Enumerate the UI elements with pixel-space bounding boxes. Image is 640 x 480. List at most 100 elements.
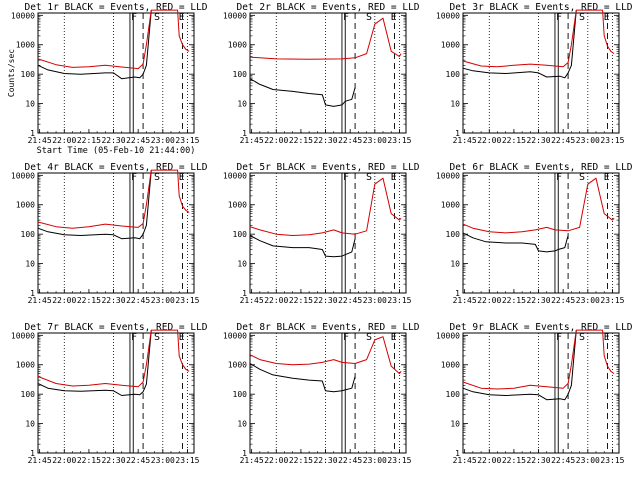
x-tick-label: 22:30 (101, 296, 125, 305)
x-tick-label: 22:45 (551, 296, 575, 305)
panel-title: Det 3r BLACK = Events, RED = LLD (449, 2, 632, 13)
x-tick-label: 22:15 (289, 136, 313, 145)
detector-panel: Det 3r BLACK = Events, RED = LLD 1 10 100 10… (436, 2, 633, 145)
x-tick-label: 21:45 (453, 456, 477, 465)
y-tick-label: 10 (237, 260, 247, 269)
y-tick-label: 100 (21, 70, 36, 79)
y-tick-label: 10 (25, 100, 35, 109)
x-tick-label: 23:15 (600, 296, 624, 305)
x-tick-label: 22:00 (477, 456, 501, 465)
y-tick-label: 100 (446, 230, 461, 239)
detector-panel: Det 4r BLACK = Events, RED = LLD 1 10 100 10… (11, 162, 208, 305)
y-tick-label: 100 (233, 70, 248, 79)
x-tick-label: 22:15 (289, 296, 313, 305)
lld-series-line (37, 329, 190, 388)
y-tick-label: 1000 (441, 361, 460, 370)
x-tick-label: 22:00 (52, 296, 76, 305)
panel-title: Det 7r BLACK = Events, RED = LLD (24, 322, 207, 333)
x-tick-label: 21:45 (240, 136, 264, 145)
x-tick-label: 22:15 (77, 296, 101, 305)
y-tick-label: 1 (30, 289, 35, 298)
y-tick-label: 10000 (11, 331, 35, 340)
plot-frame (249, 172, 407, 294)
y-tick-label: 10 (450, 260, 460, 269)
x-tick-label: 22:15 (289, 456, 313, 465)
panel-title: Det 4r BLACK = Events, RED = LLD (24, 162, 207, 173)
marker-label-e: E (391, 172, 397, 183)
plot-frame (37, 332, 195, 454)
x-tick-label: 23:00 (363, 456, 387, 465)
y-tick-label: 1 (455, 129, 460, 138)
x-tick-label: 21:45 (453, 136, 477, 145)
x-tick-label: 22:30 (526, 296, 550, 305)
x-tick-label: 22:30 (101, 456, 125, 465)
x-tick-label: 22:30 (313, 136, 337, 145)
detector-panel: Det 6r BLACK = Events, RED = LLD 1 10 100 10… (436, 162, 633, 305)
y-tick-label: 100 (446, 70, 461, 79)
x-tick-label: 23:15 (387, 456, 411, 465)
x-tick-label: 23:15 (175, 136, 199, 145)
x-tick-label: 22:15 (502, 136, 526, 145)
x-tick-label: 22:45 (126, 136, 150, 145)
panel-title: Det 8r BLACK = Events, RED = LLD (236, 322, 419, 333)
y-tick-label: 10000 (223, 331, 247, 340)
plot-frame (462, 12, 620, 134)
x-tick-label: 22:45 (338, 456, 362, 465)
y-tick-label: 10 (237, 420, 247, 429)
marker-label-s: S (154, 172, 160, 183)
x-tick-label: 22:00 (477, 136, 501, 145)
x-tick-label: 23:15 (175, 296, 199, 305)
x-tick-label: 22:30 (526, 136, 550, 145)
y-tick-label: 100 (446, 390, 461, 399)
x-tick-label: 22:15 (502, 456, 526, 465)
y-tick-label: 100 (21, 230, 36, 239)
x-tick-label: 23:00 (576, 296, 600, 305)
panel-title: Det 1r BLACK = Events, RED = LLD (24, 2, 207, 13)
y-axis-label: Counts/sec (7, 49, 16, 97)
x-tick-label: 22:00 (52, 456, 76, 465)
x-tick-label: 23:00 (363, 136, 387, 145)
x-tick-label: 21:45 (453, 296, 477, 305)
marker-label-e: E (604, 12, 610, 23)
y-tick-label: 10000 (11, 11, 35, 20)
x-tick-label: 22:15 (77, 456, 101, 465)
y-tick-label: 1000 (441, 201, 460, 210)
x-tick-label: 23:00 (151, 456, 175, 465)
y-tick-label: 1 (242, 449, 247, 458)
y-tick-label: 10000 (223, 11, 247, 20)
y-tick-label: 10000 (223, 171, 247, 180)
x-tick-label: 22:30 (313, 296, 337, 305)
marker-label-s: S (579, 332, 585, 343)
marker-label-e: E (179, 12, 185, 23)
detector-panel: Det 2r BLACK = Events, RED = LLD 1 10 100 10… (223, 2, 420, 145)
marker-label-e: E (604, 332, 610, 343)
marker-label-s: S (579, 12, 585, 23)
x-tick-label: 22:45 (126, 456, 150, 465)
plot-frame (462, 172, 620, 294)
x-tick-label: 22:00 (52, 136, 76, 145)
marker-label-s: S (579, 172, 585, 183)
events-series-line (37, 330, 152, 396)
lld-series-line (462, 329, 615, 390)
plot-frame (37, 172, 195, 294)
marker-label-f: F (556, 12, 562, 23)
x-tick-label: 21:45 (240, 296, 264, 305)
marker-label-f: F (556, 172, 562, 183)
events-series-line (37, 10, 152, 80)
marker-label-s: S (366, 12, 372, 23)
x-tick-label: 22:30 (101, 136, 125, 145)
y-tick-label: 1 (30, 129, 35, 138)
x-tick-label: 22:45 (126, 296, 150, 305)
marker-label-e: E (391, 332, 397, 343)
x-tick-label: 22:45 (338, 296, 362, 305)
x-tick-label: 23:00 (151, 136, 175, 145)
x-tick-label: 22:15 (502, 296, 526, 305)
events-series-line (249, 363, 356, 393)
y-tick-label: 1000 (228, 41, 247, 50)
detector-panel: Det 1r BLACK = Events, RED = LLD 1 10 100 10… (7, 2, 208, 156)
marker-label-f: F (343, 172, 349, 183)
y-tick-label: 10 (450, 100, 460, 109)
detector-panel: Det 7r BLACK = Events, RED = LLD 1 10 100 10… (11, 322, 208, 465)
marker-label-f: F (556, 332, 562, 343)
